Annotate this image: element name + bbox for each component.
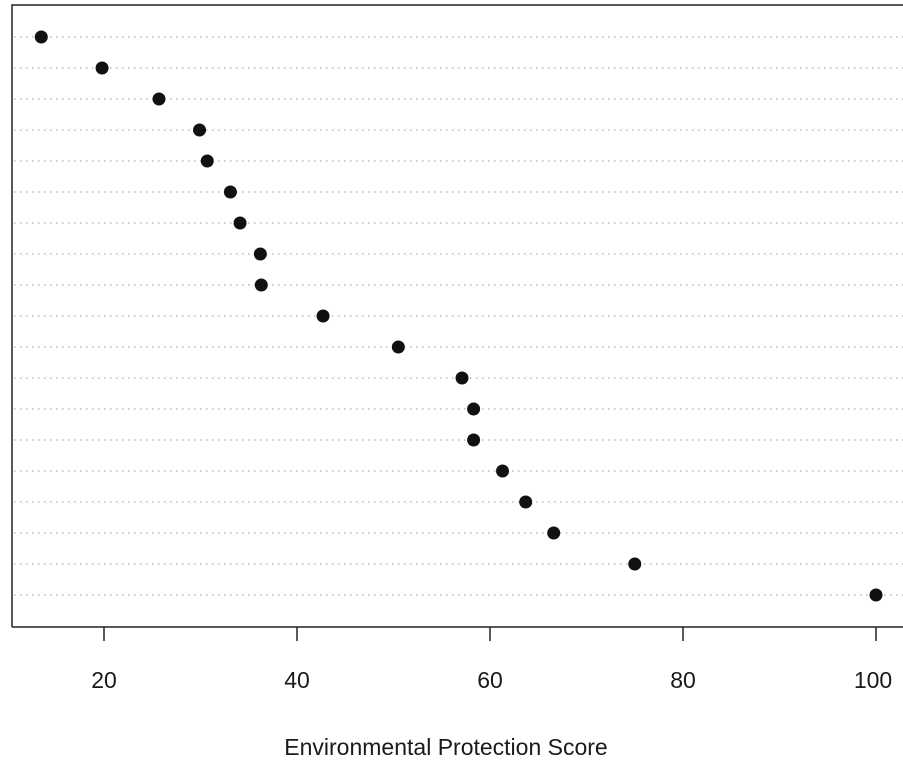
- data-point: [193, 123, 207, 137]
- x-axis: 20 40 60 80 100: [11, 4, 903, 693]
- data-point: [869, 588, 883, 602]
- data-point: [467, 402, 481, 416]
- data-point: [496, 464, 510, 478]
- x-tick-label: 20: [91, 667, 117, 693]
- data-point: [34, 30, 48, 44]
- x-tick-label: 80: [670, 667, 696, 693]
- plot-frame: [11, 4, 903, 627]
- data-point: [391, 340, 405, 354]
- x-tick-label: 100: [854, 667, 892, 693]
- data-point: [254, 278, 268, 292]
- data-point: [253, 247, 267, 261]
- x-tick-label: 60: [477, 667, 503, 693]
- data-point: [223, 185, 237, 199]
- data-point: [547, 526, 561, 540]
- data-point: [316, 309, 330, 323]
- x-tick-label: 40: [284, 667, 310, 693]
- data-point: [455, 371, 469, 385]
- grid-lines: [14, 36, 903, 596]
- data-point: [519, 495, 533, 509]
- data-point: [628, 557, 642, 571]
- data-point: [467, 433, 481, 447]
- x-axis-title: Environmental Protection Score: [284, 734, 607, 760]
- data-point: [95, 61, 109, 75]
- data-point: [200, 154, 214, 168]
- data-point: [152, 92, 166, 106]
- data-point: [233, 216, 247, 230]
- data-points: [34, 30, 883, 602]
